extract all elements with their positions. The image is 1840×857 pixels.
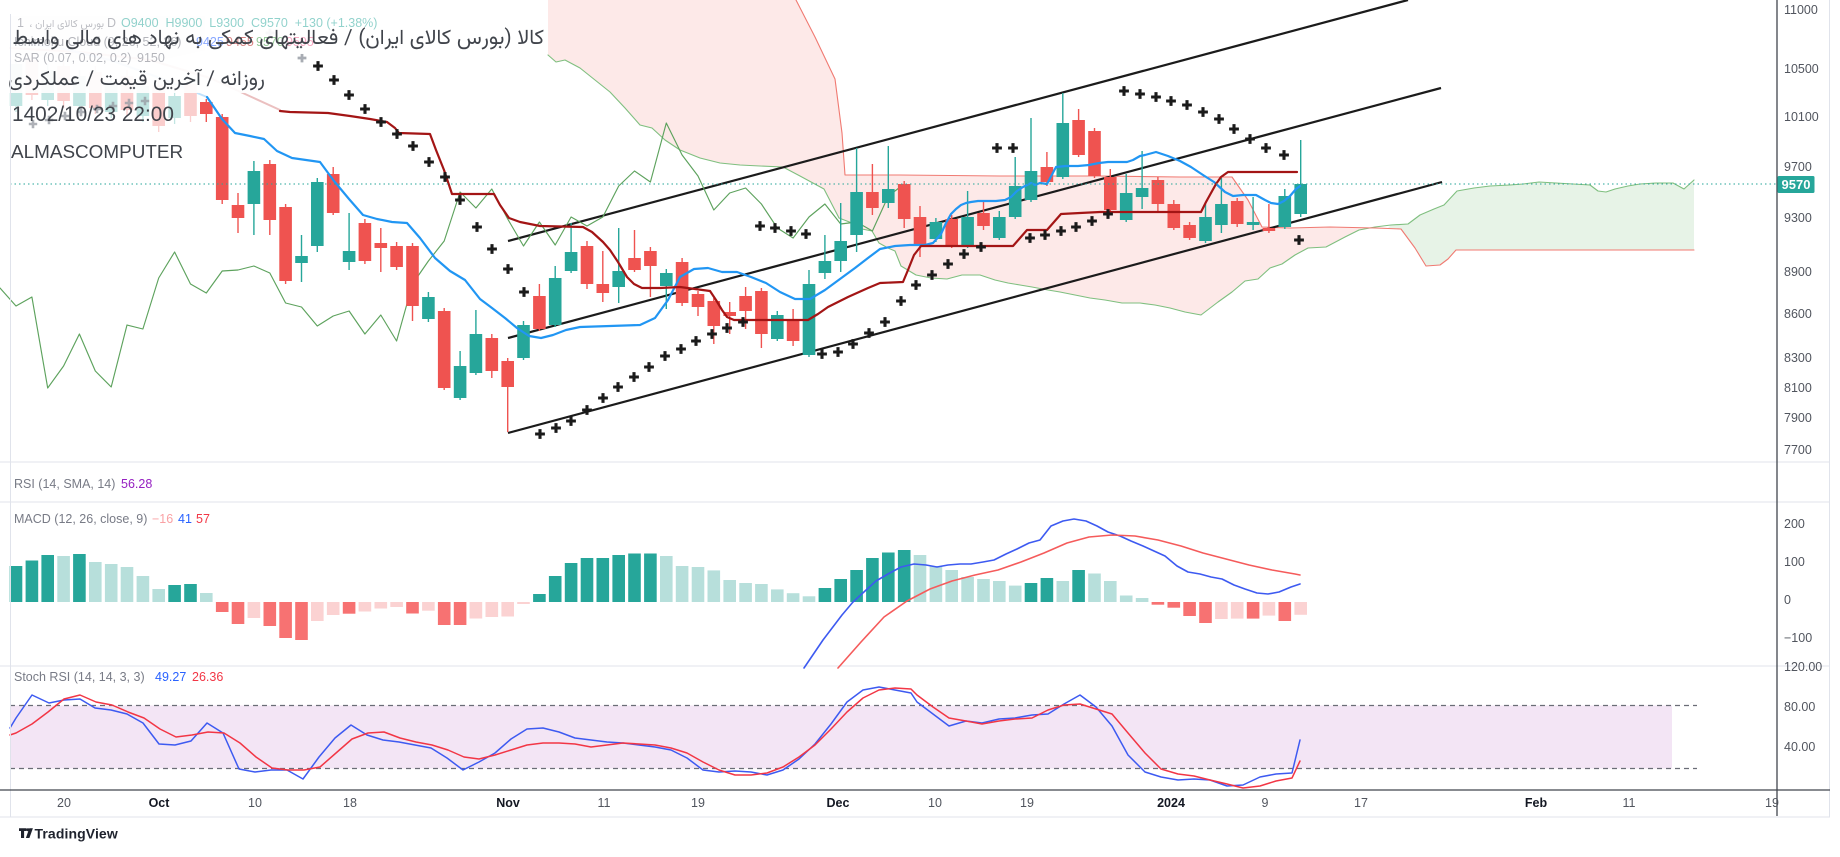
svg-text:9570: 9570 — [1782, 177, 1811, 192]
svg-text:80.00: 80.00 — [1784, 700, 1815, 714]
svg-text:7900: 7900 — [1784, 411, 1812, 425]
svg-text:19: 19 — [691, 796, 705, 810]
svg-text:9700: 9700 — [1784, 160, 1812, 174]
svg-text:RSI (14, SMA, 14): RSI (14, SMA, 14) — [14, 477, 115, 491]
svg-text:−16: −16 — [152, 512, 173, 526]
svg-text:17: 17 — [1354, 796, 1368, 810]
svg-text:8300: 8300 — [1784, 351, 1812, 365]
svg-text:TradingView: TradingView — [35, 826, 118, 842]
svg-text:Nov: Nov — [496, 796, 520, 810]
svg-text:Stoch RSI (14, 14, 3, 3): Stoch RSI (14, 14, 3, 3) — [14, 670, 145, 684]
svg-text:120.00: 120.00 — [1784, 660, 1822, 674]
svg-text:Oct: Oct — [149, 796, 171, 810]
svg-text:−100: −100 — [1784, 631, 1812, 645]
svg-text:19: 19 — [1020, 796, 1034, 810]
svg-text:8100: 8100 — [1784, 381, 1812, 395]
svg-text:40.00: 40.00 — [1784, 740, 1815, 754]
svg-text:7700: 7700 — [1784, 443, 1812, 457]
svg-text:8900: 8900 — [1784, 265, 1812, 279]
svg-text:11: 11 — [1623, 796, 1636, 810]
svg-text:MACD (12, 26, close, 9): MACD (12, 26, close, 9) — [14, 512, 147, 526]
svg-text:57: 57 — [196, 512, 210, 526]
svg-text:1: 1 — [17, 16, 24, 30]
svg-text:9: 9 — [1262, 796, 1269, 810]
svg-text:9300: 9300 — [1784, 211, 1812, 225]
svg-text:2024: 2024 — [1157, 796, 1185, 810]
svg-text:100: 100 — [1784, 555, 1805, 569]
svg-text:26.36: 26.36 — [192, 670, 223, 684]
svg-text:D: D — [107, 16, 116, 30]
svg-text:200: 200 — [1784, 517, 1805, 531]
svg-text:11: 11 — [598, 796, 611, 810]
svg-text:9150: 9150 — [137, 51, 165, 65]
svg-text:Dec: Dec — [827, 796, 850, 810]
svg-text:56.28: 56.28 — [121, 477, 152, 491]
svg-text:10500: 10500 — [1784, 62, 1819, 76]
svg-text:10100: 10100 — [1784, 110, 1819, 124]
svg-text:10: 10 — [248, 796, 262, 810]
svg-text:41: 41 — [178, 512, 192, 526]
svg-text:SAR (0.07, 0.02, 0.2): SAR (0.07, 0.02, 0.2) — [14, 51, 131, 65]
svg-text:O9400 H9900 L9300 C9570 +1: O9400 H9900 L9300 C9570 +130 (+1.38%) — [121, 16, 377, 30]
svg-text:11000: 11000 — [1784, 3, 1818, 17]
svg-text:8600: 8600 — [1784, 307, 1812, 321]
svg-text:49.27: 49.27 — [155, 670, 186, 684]
svg-text:Feb: Feb — [1525, 796, 1548, 810]
svg-text:1402/10/23 22:00: 1402/10/23 22:00 — [12, 103, 174, 126]
svg-text:10: 10 — [928, 796, 942, 810]
svg-text:18: 18 — [343, 796, 357, 810]
svg-text:ALMASCOMPUTER: ALMASCOMPUTER — [11, 142, 183, 163]
svg-text:19: 19 — [1765, 796, 1779, 810]
svg-text:20: 20 — [57, 796, 71, 810]
svg-text:9455: 9455 — [226, 35, 254, 49]
svg-text:0: 0 — [1784, 593, 1791, 607]
